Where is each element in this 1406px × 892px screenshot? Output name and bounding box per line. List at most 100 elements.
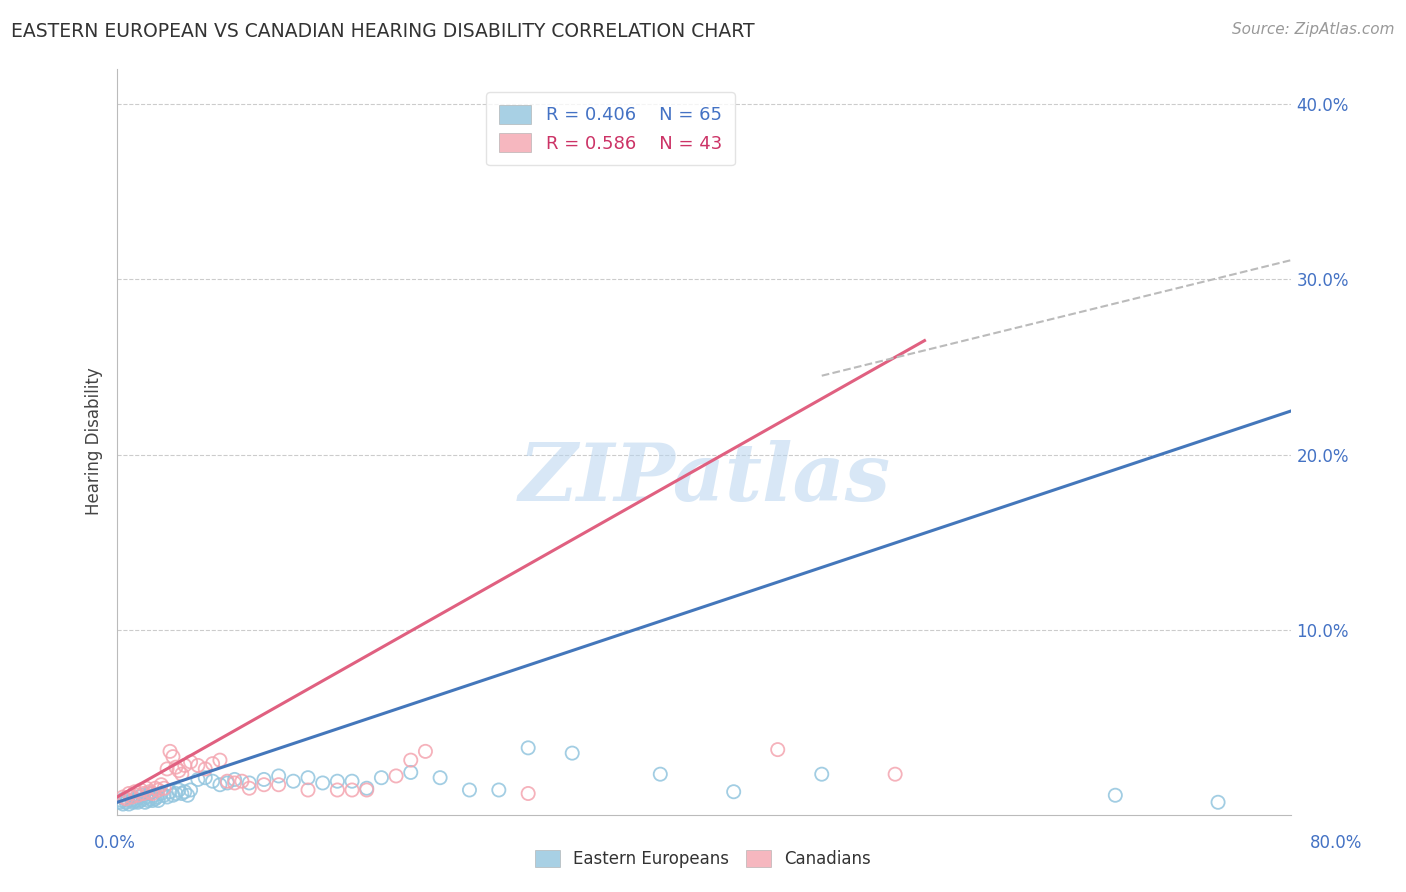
Point (117, 793, 139, 807)
Point (187, 758, 209, 772)
Point (231, 774, 253, 789)
Point (110, 793, 132, 807)
Point (297, 771, 319, 785)
Point (134, 795, 156, 809)
Point (150, 787, 173, 801)
Point (253, 772, 276, 787)
Point (180, 783, 202, 797)
Point (297, 783, 319, 797)
Point (356, 783, 378, 797)
Point (253, 778, 276, 792)
Point (112, 790, 135, 805)
Point (159, 744, 181, 758)
Point (153, 789, 176, 803)
Point (326, 783, 349, 797)
Point (458, 783, 481, 797)
Point (208, 753, 231, 767)
Point (238, 776, 260, 790)
Legend: R = 0.406    N = 65, R = 0.586    N = 43: R = 0.406 N = 65, R = 0.586 N = 43 (486, 93, 734, 166)
Point (120, 790, 142, 805)
Point (122, 795, 145, 809)
Point (283, 774, 305, 789)
Point (129, 793, 152, 807)
Point (340, 774, 363, 789)
Point (1206, 795, 1229, 809)
Point (165, 760, 187, 774)
Point (180, 755, 202, 769)
Point (127, 795, 149, 809)
Point (312, 776, 335, 790)
Point (326, 774, 349, 789)
Point (1104, 789, 1126, 803)
Point (136, 793, 159, 807)
Point (517, 787, 540, 801)
Point (121, 790, 143, 805)
Point (138, 785, 160, 799)
Point (143, 791, 166, 805)
Point (153, 781, 176, 796)
Point (399, 753, 422, 767)
Point (132, 791, 155, 805)
Point (162, 789, 184, 803)
Point (124, 791, 146, 805)
Point (217, 776, 239, 790)
Point (194, 771, 217, 785)
Point (128, 790, 150, 805)
Point (148, 793, 170, 807)
Point (167, 764, 190, 778)
Point (141, 787, 163, 801)
Point (114, 791, 136, 805)
Point (115, 791, 138, 805)
Point (118, 787, 141, 801)
Point (267, 769, 290, 783)
Point (170, 767, 193, 781)
Text: EASTERN EUROPEAN VS CANADIAN HEARING DISABILITY CORRELATION CHART: EASTERN EUROPEAN VS CANADIAN HEARING DIS… (11, 22, 755, 41)
Point (723, 785, 745, 799)
Point (187, 772, 209, 787)
Point (176, 789, 198, 803)
Point (159, 785, 181, 799)
Point (217, 774, 239, 789)
Point (135, 781, 157, 796)
Point (167, 783, 190, 797)
Point (124, 785, 146, 799)
Point (121, 793, 143, 807)
Point (135, 790, 157, 805)
Point (224, 776, 246, 790)
Point (385, 769, 408, 783)
Point (267, 778, 290, 792)
Text: Source: ZipAtlas.com: Source: ZipAtlas.com (1232, 22, 1395, 37)
Point (162, 749, 184, 764)
Point (224, 772, 246, 787)
Point (129, 783, 152, 797)
Point (517, 740, 540, 755)
Point (125, 793, 148, 807)
Point (488, 783, 510, 797)
Point (766, 742, 789, 756)
Point (112, 797, 135, 811)
Point (173, 758, 195, 772)
Point (139, 791, 162, 805)
Point (150, 778, 173, 792)
Point (148, 783, 170, 797)
Point (142, 789, 165, 803)
Text: 0.0%: 0.0% (94, 834, 136, 852)
Point (138, 787, 160, 801)
Point (131, 789, 153, 803)
Point (115, 795, 138, 809)
Point (108, 795, 131, 809)
Text: 80.0%: 80.0% (1309, 834, 1362, 852)
Point (399, 765, 422, 780)
Point (356, 781, 378, 796)
Point (429, 771, 451, 785)
Point (118, 797, 141, 811)
Point (340, 783, 363, 797)
Point (127, 789, 149, 803)
Point (201, 756, 224, 771)
Point (141, 793, 163, 807)
Point (370, 771, 392, 785)
Point (208, 778, 231, 792)
Point (884, 767, 907, 781)
Point (132, 787, 155, 801)
Point (201, 774, 224, 789)
